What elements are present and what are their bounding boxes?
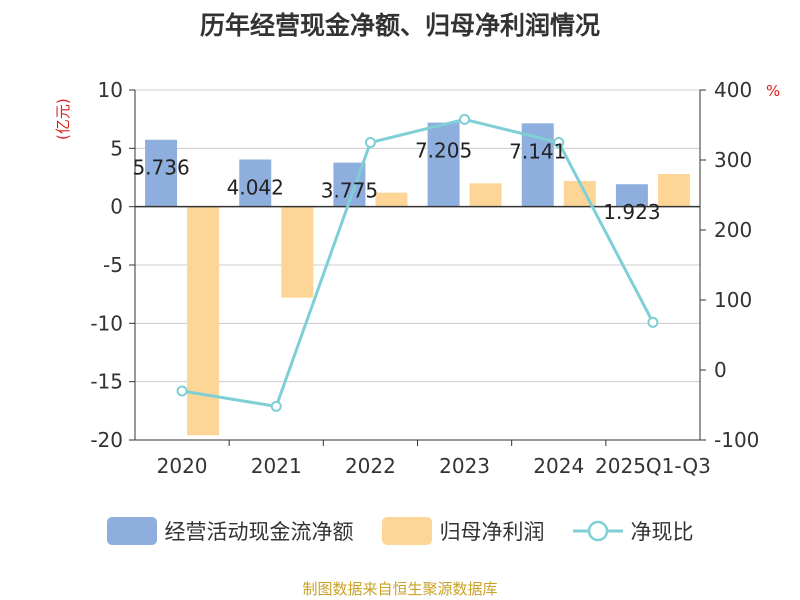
x-tick-label: 2022 xyxy=(345,454,396,478)
x-tick-label: 2025Q1-Q3 xyxy=(595,454,711,478)
left-tick-label: -20 xyxy=(90,428,123,452)
data-label-cashflow: 3.775 xyxy=(321,179,378,203)
legend-label-profit: 归母净利润 xyxy=(439,520,545,544)
data-label-cashflow: 1.923 xyxy=(603,200,660,224)
legend: 经营活动现金流净额 归母净利润 净现比 xyxy=(0,516,800,546)
bar-cashflow xyxy=(239,159,272,207)
legend-item-cashflow[interactable]: 经营活动现金流净额 xyxy=(106,516,354,546)
left-tick-label: -15 xyxy=(90,370,123,394)
right-tick-label: 200 xyxy=(714,218,752,242)
ratio-point xyxy=(647,316,659,328)
bar-cashflow xyxy=(427,122,460,207)
chart-title: 历年经营现金净额、归母净利润情况 xyxy=(199,11,600,40)
left-axis-unit: (亿元) xyxy=(54,98,72,140)
right-tick-label: 100 xyxy=(714,288,752,312)
bar-cashflow xyxy=(145,139,178,207)
legend-label-cashflow: 经营活动现金流净额 xyxy=(164,520,354,544)
bar-cashflow xyxy=(615,184,648,207)
left-tick-label: 0 xyxy=(110,195,123,219)
ratio-point xyxy=(176,385,188,397)
left-tick-label: -10 xyxy=(90,311,123,335)
data-source-note: 制图数据来自恒生聚源数据库 xyxy=(302,580,498,598)
ratio-point xyxy=(459,113,471,125)
bar-group xyxy=(145,122,690,436)
left-tick-label: 10 xyxy=(98,78,123,102)
x-tick-label: 2024 xyxy=(533,454,584,478)
bar-profit xyxy=(657,174,690,207)
ratio-line-path xyxy=(181,117,655,409)
data-label-cashflow: 5.736 xyxy=(132,156,189,180)
bar-profit xyxy=(469,183,502,207)
right-tick-label: 400 xyxy=(714,78,752,102)
ratio-point xyxy=(270,400,282,412)
bar-profit xyxy=(375,192,408,207)
ratio-line xyxy=(176,113,659,412)
legend-swatch-profit xyxy=(381,517,432,545)
x-tick-label: 2021 xyxy=(251,454,302,478)
legend-swatch-cashflow xyxy=(106,517,157,545)
data-labels: 5.736 4.042 3.775 7.205 7.141 1.923 xyxy=(132,139,660,225)
right-tick-label: 300 xyxy=(714,148,752,172)
legend-item-profit[interactable]: 归母净利润 xyxy=(381,516,545,546)
ratio-point xyxy=(364,137,376,148)
bar-profit xyxy=(281,206,314,298)
data-label-cashflow: 4.042 xyxy=(227,176,284,200)
right-axis-unit: % xyxy=(766,82,781,100)
x-tick-label: 2020 xyxy=(157,454,208,478)
legend-item-ratio[interactable]: 净现比 xyxy=(572,516,694,546)
x-tick-label: 2023 xyxy=(439,454,490,478)
left-tick-label: -5 xyxy=(103,253,123,277)
data-label-cashflow: 7.141 xyxy=(509,139,566,163)
axes: 10 5 0 -5 -10 -15 -20 400 300 200 100 0 -100 2020 2021… xyxy=(90,78,759,478)
legend-label-ratio: 净现比 xyxy=(630,520,694,544)
right-tick-label: -100 xyxy=(714,428,759,452)
left-tick-label: 5 xyxy=(110,136,123,160)
legend-swatch-ratio xyxy=(572,520,623,542)
right-tick-label: 0 xyxy=(714,358,727,382)
ratio-point xyxy=(553,137,565,148)
bar-profit xyxy=(187,206,220,436)
data-label-cashflow: 7.205 xyxy=(415,139,472,163)
